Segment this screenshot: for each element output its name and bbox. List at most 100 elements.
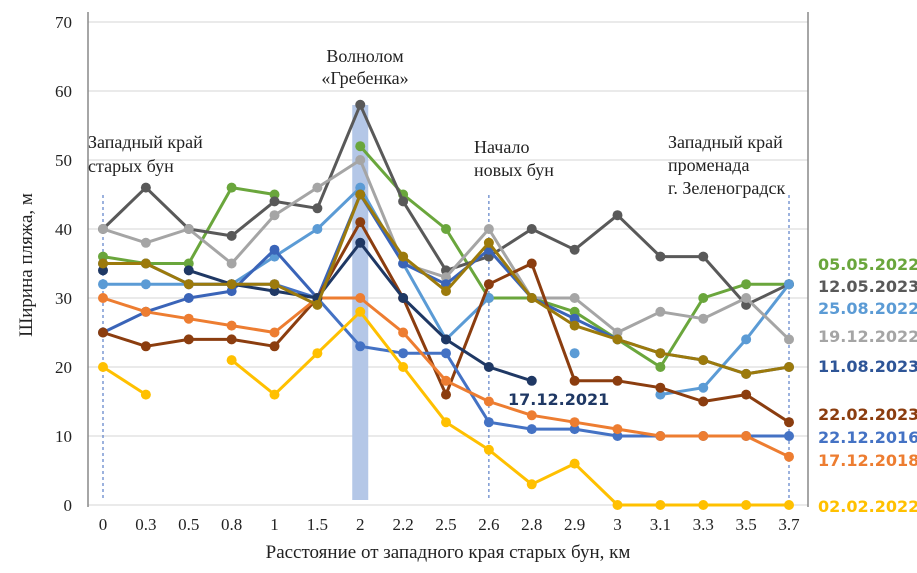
data-point [226,258,237,269]
data-point [526,410,537,421]
legend-label: 25.08.2022 [818,299,917,318]
data-point [741,500,752,510]
data-point [483,417,494,428]
data-point [569,348,580,359]
data-point [526,293,537,303]
data-point [269,189,280,200]
data-point [741,279,752,290]
data-point [612,327,623,338]
data-point [269,210,280,221]
data-point [183,224,194,234]
x-tick-label: 0 [99,515,108,534]
legend-label: 11.08.2023 [818,357,917,376]
data-point [612,431,623,441]
series-17.12.2021 [98,237,537,386]
x-tick-label: 2.9 [564,515,585,534]
data-point [355,182,366,193]
data-point [483,237,494,248]
x-tick-label: 3.1 [650,515,671,534]
data-point [698,396,709,407]
data-point [140,258,151,269]
data-point [226,320,237,331]
data-point [312,348,323,359]
data-point [784,417,794,428]
data-point [569,424,580,435]
data-point [698,293,709,303]
data-point [655,251,666,262]
data-point [655,348,666,359]
data-point [355,306,366,317]
x-axis-label: Расстояние от западного края старых бун,… [266,542,631,563]
data-point [98,279,108,290]
data-point [441,389,451,400]
data-point [526,375,537,386]
y-tick-label: 0 [64,496,73,515]
data-point [698,251,709,262]
data-point [569,375,580,386]
legend-label: 05.05.2022 [818,255,917,274]
data-point [98,293,108,303]
annotation-new-groins: Начало [474,137,529,157]
y-tick-label: 70 [55,13,72,32]
legend-label: 22.12.2016 [818,428,917,447]
data-point [183,258,194,269]
data-point [140,306,151,317]
annotation-breakwater: Волнолом [326,46,403,66]
data-point [269,327,280,338]
data-point [655,382,666,393]
data-point [698,500,709,510]
data-point [140,182,151,193]
legend-label: 19.12.2022 [818,327,917,346]
data-point [526,258,537,269]
y-tick-label: 10 [55,427,72,446]
data-point [569,313,580,324]
data-point [612,424,623,435]
x-tick-label: 0.5 [178,515,199,534]
series-05.05.2022 [98,141,794,372]
data-point [483,279,494,290]
data-point [441,334,451,345]
data-point [226,230,237,241]
data-point [269,389,280,400]
x-tick-label: 2.5 [435,515,456,534]
data-point [183,293,194,303]
inline-series-label: 17.12.2021 [508,390,609,409]
data-point [612,334,623,345]
data-point [98,224,108,234]
data-point [741,389,752,400]
legend-label: 12.05.2023 [818,277,917,296]
data-point [269,286,280,297]
data-point [784,451,794,462]
data-point [398,258,409,269]
data-point [183,279,194,290]
data-point [98,362,108,372]
data-point [784,431,794,441]
data-point [655,362,666,372]
data-point [483,224,494,234]
data-point [140,237,151,248]
legend-label: 17.12.2018 [818,451,917,470]
data-point [355,293,366,303]
series-line [103,186,490,341]
data-point [355,237,366,248]
data-point [226,182,237,193]
x-tick-label: 2 [356,515,365,534]
y-tick-label: 50 [55,151,72,170]
data-point [741,368,752,379]
data-point [355,341,366,352]
x-tick-label: 2.6 [478,515,499,534]
data-point [398,327,409,338]
data-point [226,334,237,345]
data-point [441,348,451,359]
x-tick-label: 1 [270,515,279,534]
annotations: Западный край старых бун Волнолом«Гребенка… [88,46,785,409]
x-tick-label: 3 [613,515,622,534]
data-point [140,389,151,400]
data-point [140,279,151,290]
x-tick-label: 0.8 [221,515,242,534]
data-point [441,224,451,234]
x-tick-label: 3.7 [778,515,800,534]
series-line [230,310,789,507]
x-tick-label: 2.8 [521,515,542,534]
